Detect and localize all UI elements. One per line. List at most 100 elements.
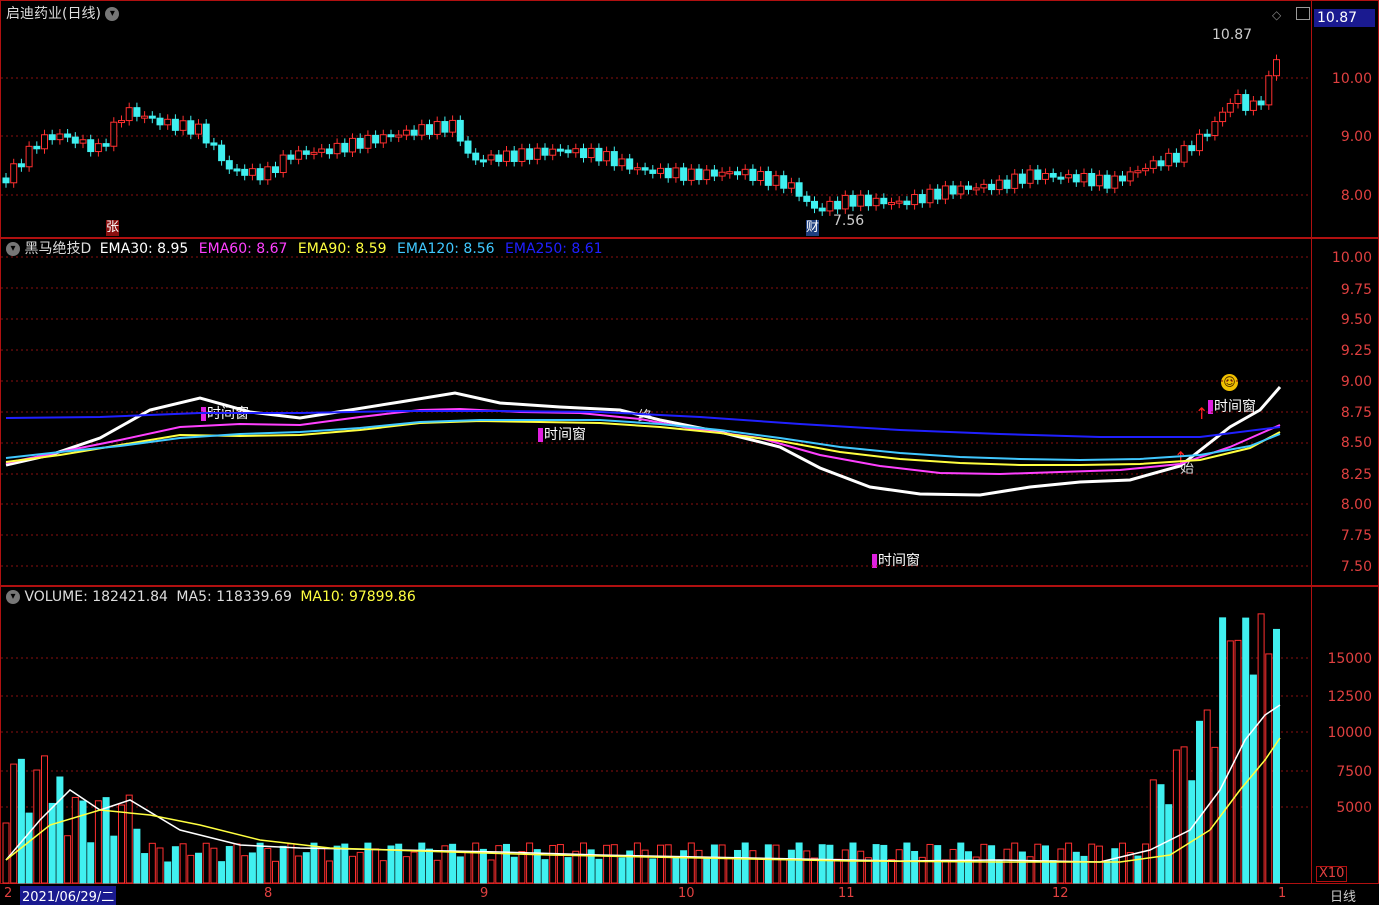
volume-bar: [310, 842, 318, 884]
candle-body: [1172, 152, 1180, 163]
volume-bar: [1226, 640, 1234, 884]
candle-body: [811, 200, 818, 209]
volume-bar: [325, 860, 333, 884]
candle-body: [464, 140, 472, 154]
volume-bar: [734, 849, 741, 884]
volume-bar: [934, 845, 942, 884]
candle-body: [741, 168, 749, 176]
volume-bar: [318, 848, 326, 884]
candle-body: [125, 107, 133, 122]
volume-bar: [302, 852, 310, 884]
candle-body: [734, 171, 741, 176]
volume-bar: [526, 842, 534, 884]
volume-bar: [1157, 784, 1165, 884]
volume-tick: 10000: [1327, 725, 1372, 741]
volume-bar: [764, 844, 772, 884]
candle-body: [1011, 173, 1019, 189]
dropdown-icon[interactable]: ▾: [6, 590, 20, 604]
dropdown-icon[interactable]: ▾: [105, 7, 120, 21]
volume-scale: X10: [1316, 866, 1348, 882]
volume-bar: [741, 842, 749, 884]
candle-body: [595, 147, 603, 162]
candle-body: [564, 149, 572, 154]
candle-body: [1242, 94, 1250, 111]
candle-body: [526, 148, 534, 160]
volume-label: VOLUME: 182421.84: [24, 589, 168, 605]
volume-bar: [857, 850, 865, 884]
volume-bar: [395, 843, 403, 884]
volume-bar: [418, 842, 426, 884]
candle-body: [718, 171, 726, 177]
indicator-axis: 10.00 9.75 9.50 9.25 9.00 8.75 8.50 8.25…: [1312, 238, 1379, 586]
volume-bar: [710, 844, 718, 884]
candle-body: [680, 167, 688, 181]
candle-body: [349, 137, 356, 153]
volume-bar: [379, 860, 387, 884]
candle-body: [1111, 175, 1119, 189]
window-icon[interactable]: [1296, 7, 1310, 20]
volume-bar: [433, 859, 441, 884]
candle-body: [772, 175, 780, 186]
candle-body: [1065, 174, 1073, 179]
ema120-label: EMA120: 8.56: [397, 241, 495, 257]
cai-marker[interactable]: 财: [806, 220, 820, 236]
candle-body: [580, 148, 587, 159]
zhang-marker[interactable]: 张: [106, 220, 120, 236]
volume-bar: [1211, 746, 1219, 884]
volume-bar: [649, 858, 657, 884]
x-month-label: 10: [678, 886, 695, 901]
volume-bar: [787, 849, 795, 884]
candle-body: [233, 168, 241, 172]
volume-bar: [102, 797, 110, 884]
price-pane[interactable]: [0, 0, 1312, 238]
volume-bar: [795, 842, 803, 884]
volume-bar: [472, 842, 480, 884]
candle-body: [1018, 173, 1026, 184]
volume-bar: [248, 852, 256, 884]
candle-body: [310, 151, 318, 155]
volume-bar: [510, 856, 518, 884]
volume-bar: [1234, 639, 1242, 884]
volume-bar: [256, 842, 264, 884]
candle-body: [1211, 121, 1219, 137]
candle-body: [133, 107, 141, 117]
volume-bar: [17, 758, 25, 884]
candle-body: [864, 194, 872, 207]
dropdown-icon[interactable]: ▾: [6, 242, 20, 256]
volume-bar: [495, 845, 503, 884]
candle-body: [1165, 152, 1173, 167]
candle-body: [687, 168, 695, 181]
volume-bar: [672, 857, 680, 884]
volume-bar: [726, 858, 734, 884]
volume-bar: [279, 845, 287, 884]
volume-bar: [1026, 856, 1034, 884]
candle-body: [118, 120, 125, 124]
candle-body: [110, 121, 118, 147]
candle-body: [202, 123, 210, 144]
volume-bar: [225, 846, 233, 884]
candle-body: [387, 134, 395, 138]
candle-body: [379, 134, 387, 144]
volume-bar: [757, 857, 765, 884]
volume-bar: [125, 794, 133, 884]
ma5-label: MA5: 118339.69: [176, 589, 292, 605]
chart-title: 启迪药业(日线) ▾: [6, 6, 120, 22]
candle-body: [572, 148, 580, 154]
candle-body: [1180, 145, 1188, 163]
time-window-tag[interactable]: 时间窗: [538, 424, 586, 444]
ema60-label: EMA60: 8.67: [198, 241, 288, 257]
candle-body: [641, 167, 649, 171]
time-window-tag[interactable]: 时间窗: [872, 550, 920, 570]
volume-bar: [202, 842, 210, 884]
diamond-icon[interactable]: ◇: [1272, 8, 1282, 22]
volume-bar: [564, 857, 572, 884]
period-label[interactable]: 日线: [1330, 890, 1357, 905]
volume-bar: [972, 856, 980, 884]
candle-body: [449, 119, 457, 133]
candle-body: [372, 134, 380, 144]
time-window-tag[interactable]: 时间窗: [1208, 396, 1256, 416]
indicator-pane[interactable]: [0, 238, 1312, 586]
price-tick: 10.00: [1331, 71, 1372, 87]
volume-bar: [1103, 860, 1111, 884]
volume-bar: [1196, 720, 1203, 884]
